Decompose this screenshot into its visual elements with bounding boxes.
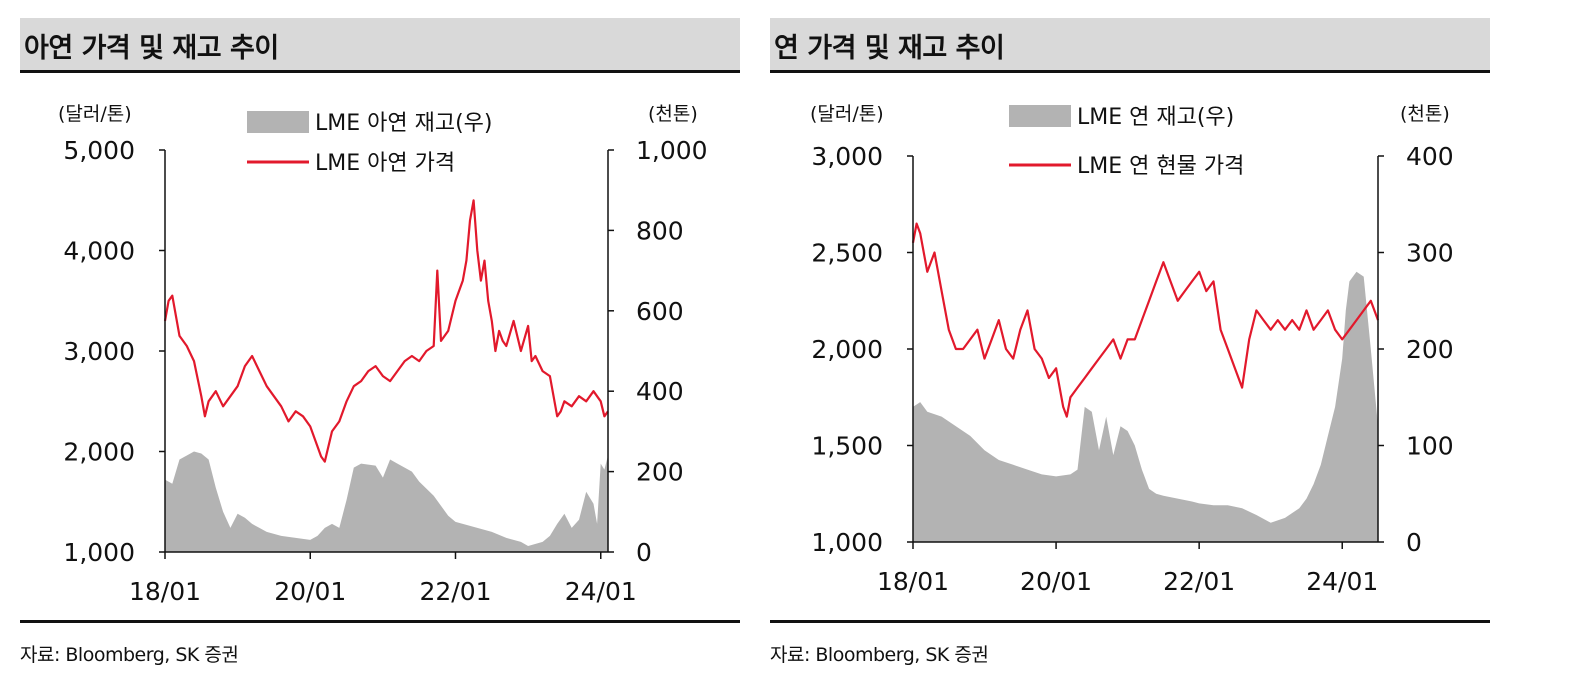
- source-rule: [770, 620, 1490, 623]
- x-axis-tick-label: 18/01: [877, 567, 949, 596]
- left-axis-unit: (달러/톤): [58, 103, 132, 125]
- right-axis-tick-label: 200: [636, 458, 684, 487]
- zinc-chart-panel: 아연 가격 및 재고 추이 1,000 2,000 3,000 4,000 5,000 0…: [20, 0, 740, 678]
- stock-area-series: [913, 271, 1378, 542]
- left-axis-tick-label: 3,000: [63, 337, 135, 366]
- left-axis-tick-label: 1,000: [63, 538, 135, 567]
- right-axis-unit: (천톤): [1400, 103, 1450, 125]
- left-axis-tick-label: 1,500: [811, 432, 883, 461]
- x-axis-tick-label: 20/01: [274, 577, 346, 606]
- right-axis-unit: (천톤): [648, 103, 698, 125]
- right-axis-tick-label: 400: [1406, 142, 1454, 171]
- right-axis-tick-label: 200: [1406, 335, 1454, 364]
- legend-stock-swatch: [247, 111, 309, 133]
- x-axis-tick-label: 22/01: [419, 577, 491, 606]
- left-axis-tick-label: 5,000: [63, 136, 135, 165]
- legend-stock-label: LME 연 재고(우): [1077, 105, 1234, 130]
- x-axis-tick-label: 20/01: [1020, 567, 1092, 596]
- source-note: 자료: Bloomberg, SK 증권: [20, 644, 239, 666]
- right-axis-tick-label: 0: [636, 538, 652, 567]
- lead-chart-panel: 연 가격 및 재고 추이 1,000 1,500 2,000 2,500 3,000 0 1…: [770, 0, 1490, 678]
- x-axis-tick-label: 24/01: [1306, 567, 1378, 596]
- chart-title-bar: 아연 가격 및 재고 추이: [20, 18, 740, 73]
- chart-title: 연 가격 및 재고 추이: [774, 33, 1005, 64]
- right-axis-tick-label: 300: [1406, 239, 1454, 268]
- price-line-series: [911, 222, 1380, 418]
- left-axis-tick-label: 4,000: [63, 237, 135, 266]
- left-axis-tick-label: 2,000: [811, 335, 883, 364]
- source-rule: [20, 620, 740, 623]
- x-axis-tick-label: 18/01: [129, 577, 201, 606]
- right-axis-tick-label: 800: [636, 216, 684, 245]
- left-axis-tick-label: 2,500: [811, 239, 883, 268]
- legend-price-label: LME 아연 가격: [315, 151, 455, 176]
- x-axis-tick-label: 22/01: [1163, 567, 1235, 596]
- lead-chart: 1,000 1,500 2,000 2,500 3,000 0 100 200 300 400 18…: [810, 103, 1454, 596]
- right-axis-tick-label: 0: [1406, 528, 1422, 557]
- x-axis-tick-label: 24/01: [565, 577, 637, 606]
- right-axis-tick-label: 100: [1406, 432, 1454, 461]
- chart-title-bar: 연 가격 및 재고 추이: [770, 18, 1490, 73]
- legend-stock-swatch: [1009, 105, 1071, 127]
- source-note: 자료: Bloomberg, SK 증권: [770, 644, 989, 666]
- chart-title: 아연 가격 및 재고 추이: [24, 33, 279, 64]
- left-axis-tick-label: 3,000: [811, 142, 883, 171]
- price-line-series: [163, 199, 609, 463]
- right-axis-tick-label: 1,000: [636, 136, 708, 165]
- left-axis-tick-label: 1,000: [811, 528, 883, 557]
- stock-area-series: [165, 451, 608, 552]
- right-axis-tick-label: 600: [636, 297, 684, 326]
- left-axis-tick-label: 2,000: [63, 438, 135, 467]
- legend-price-label: LME 연 현물 가격: [1077, 154, 1244, 179]
- left-axis-unit: (달러/톤): [810, 103, 884, 125]
- right-axis-tick-label: 400: [636, 377, 684, 406]
- legend-stock-label: LME 아연 재고(우): [315, 111, 493, 136]
- zinc-chart: 1,000 2,000 3,000 4,000 5,000 0 200 400 600 800 1,…: [58, 103, 708, 606]
